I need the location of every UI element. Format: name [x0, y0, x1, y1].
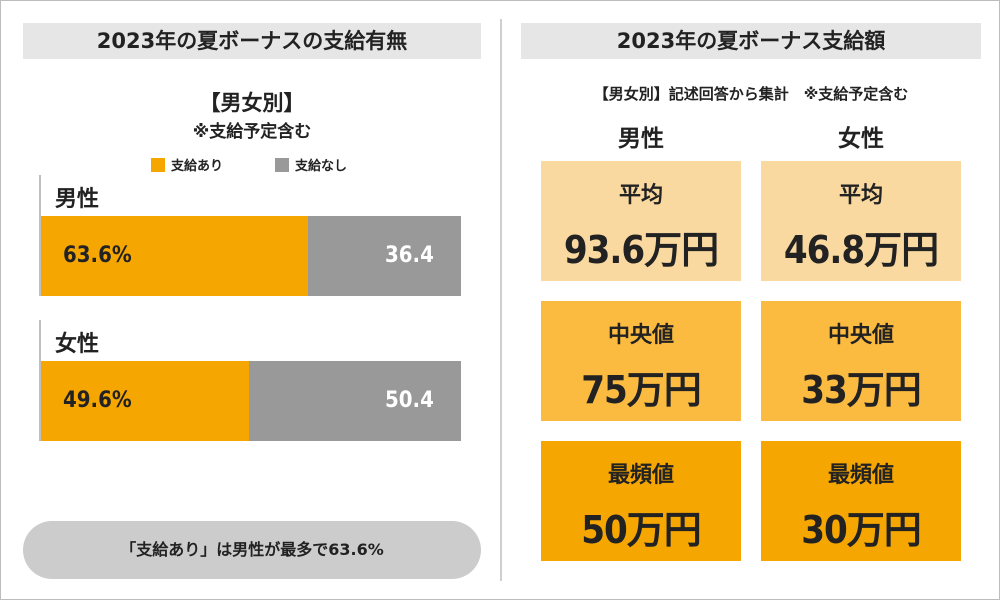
summary-pill: 「支給あり」は男性が最多で63.6%	[23, 521, 481, 579]
card-value: 46.8万円	[783, 228, 939, 272]
category-label-female: 女性	[55, 332, 100, 357]
left-panel-subtitle: 【男女別】	[199, 91, 305, 115]
bar-label-female-unpaid: 50.4	[385, 388, 434, 413]
card-average-female: 平均 46.8万円	[761, 161, 961, 281]
left-panel-title: 2023年の夏ボーナスの支給有無	[23, 23, 481, 59]
legend-item-unpaid: 支給なし	[275, 155, 347, 174]
card-label: 中央値	[827, 323, 894, 348]
panel-divider	[500, 19, 502, 581]
bar-male-unpaid	[308, 216, 461, 296]
legend-label-paid: 支給あり	[171, 159, 224, 174]
card-label: 平均	[618, 183, 663, 208]
legend-swatch-unpaid	[275, 158, 289, 172]
bar-axis-line	[39, 320, 41, 441]
card-value: 30万円	[801, 508, 922, 552]
bar-female-unpaid	[249, 361, 461, 441]
card-value: 50万円	[581, 508, 702, 552]
bar-label-female-paid: 49.6%	[63, 388, 132, 413]
legend-swatch-paid	[151, 158, 165, 172]
legend-label-unpaid: 支給なし	[295, 159, 348, 174]
left-panel-note: ※支給予定含む	[192, 122, 312, 142]
bar-label-male-unpaid: 36.4	[385, 243, 434, 268]
card-median-female: 中央値 33万円	[761, 301, 961, 421]
card-value: 93.6万円	[563, 228, 719, 272]
card-mode-female: 最頻値 30万円	[761, 441, 961, 561]
card-label: 最頻値	[607, 463, 674, 488]
card-mode-male: 最頻値 50万円	[541, 441, 741, 561]
card-value: 75万円	[581, 368, 702, 412]
card-label: 中央値	[607, 323, 674, 348]
column-header-male: 男性	[618, 126, 664, 152]
right-panel-note: 【男女別】記述回答から集計 ※支給予定含む	[593, 85, 909, 103]
card-label: 平均	[838, 183, 883, 208]
card-label: 最頻値	[827, 463, 894, 488]
legend-item-paid: 支給あり	[151, 155, 223, 174]
bar-label-male-paid: 63.6%	[63, 243, 132, 268]
card-median-male: 中央値 75万円	[541, 301, 741, 421]
column-header-female: 女性	[838, 126, 884, 152]
card-value: 33万円	[801, 368, 922, 412]
category-label-male: 男性	[55, 187, 100, 212]
right-panel-title: 2023年の夏ボーナス支給額	[521, 23, 981, 59]
bar-male-paid	[41, 216, 309, 296]
bar-axis-line	[39, 175, 41, 296]
card-average-male: 平均 93.6万円	[541, 161, 741, 281]
bar-female-paid	[41, 361, 250, 441]
